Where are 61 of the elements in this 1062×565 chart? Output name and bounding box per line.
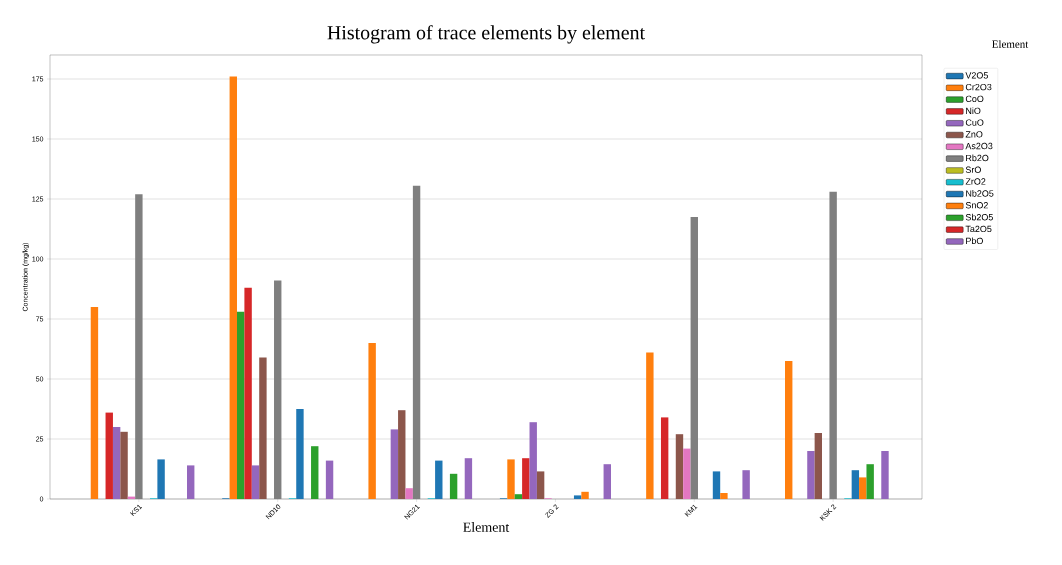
legend-label: Ta2O5 <box>965 225 992 233</box>
bar <box>368 343 376 499</box>
bar <box>449 473 458 499</box>
bar <box>390 429 399 499</box>
bar <box>187 465 195 499</box>
legend-label: ZrO2 <box>965 178 986 185</box>
bar <box>120 431 128 499</box>
bar <box>814 433 823 499</box>
bar <box>866 464 874 499</box>
bar <box>236 311 245 499</box>
legend-label: CuO <box>965 119 984 126</box>
legend-label: SrO <box>965 166 981 173</box>
bar <box>851 470 860 499</box>
legend-label: SnO2 <box>965 202 988 209</box>
bar <box>675 434 684 499</box>
legend-label: ZnO <box>965 131 983 138</box>
bar <box>507 459 515 499</box>
bar <box>244 287 252 499</box>
bar <box>514 494 523 499</box>
bar <box>536 471 545 499</box>
bar <box>112 427 121 499</box>
x-axis-title: Element <box>463 522 510 532</box>
bar <box>581 491 589 499</box>
bar <box>157 459 165 499</box>
bar <box>785 361 793 499</box>
bar <box>464 458 473 499</box>
legend-label: Sb2O5 <box>965 213 993 221</box>
bar <box>296 409 304 499</box>
bar <box>603 464 611 499</box>
bar <box>435 460 443 499</box>
bar <box>712 471 721 499</box>
bar <box>646 352 654 499</box>
bar <box>720 493 728 499</box>
legend-label: Nb2O5 <box>966 190 994 197</box>
bar <box>881 451 889 499</box>
bar <box>529 422 537 499</box>
bar <box>90 307 99 499</box>
legend-label: PbO <box>966 237 983 245</box>
legend-label: Rb2O <box>966 154 989 162</box>
bar <box>325 460 334 499</box>
bar <box>807 451 815 499</box>
bar <box>522 458 530 499</box>
bar <box>660 417 669 499</box>
bar <box>683 448 691 499</box>
bar <box>259 357 267 499</box>
legend-label: CoO <box>965 95 984 103</box>
bar <box>251 465 260 499</box>
bar <box>229 76 237 499</box>
bar <box>859 477 867 499</box>
legend-label: Cr2O3 <box>965 83 992 91</box>
bar <box>398 410 406 499</box>
bar <box>105 412 113 499</box>
legend-label: As2O3 <box>965 142 993 150</box>
legend-title: Element <box>992 40 1029 48</box>
legend-label: NiO <box>966 107 981 115</box>
bar <box>573 495 582 499</box>
bar <box>405 488 413 499</box>
chart-title: Histogram of trace elements by element <box>327 25 645 44</box>
legend-label: V2O5 <box>965 72 988 79</box>
bar <box>311 446 319 499</box>
bar <box>742 470 750 499</box>
